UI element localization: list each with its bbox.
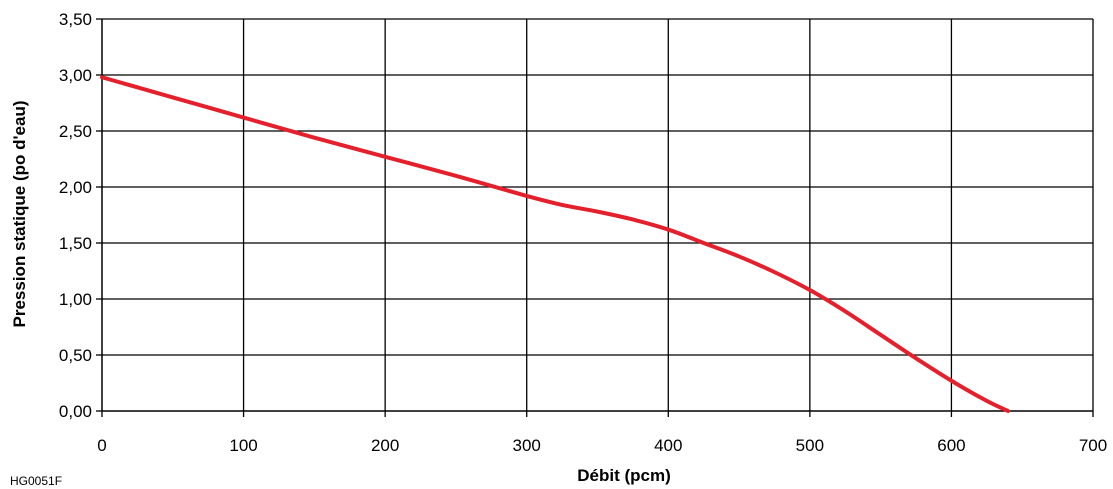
x-tick-label: 400 xyxy=(654,436,682,455)
x-axis-title: Débit (pcm) xyxy=(577,466,671,485)
x-tick-label: 700 xyxy=(1079,436,1107,455)
grid xyxy=(102,18,1094,411)
x-tick-label: 0 xyxy=(97,436,106,455)
y-tick-label: 0,00 xyxy=(59,402,92,421)
x-tick-label: 300 xyxy=(513,436,541,455)
y-tick-label: 0,50 xyxy=(59,346,92,365)
y-tick-labels: 0,00 0,50 1,00 1,50 2,00 2,50 3,00 3,50 xyxy=(59,10,92,421)
x-tick-label: 200 xyxy=(371,436,399,455)
y-tick-label: 1,00 xyxy=(59,290,92,309)
series-layer xyxy=(100,75,1011,413)
y-tick-label: 3,00 xyxy=(59,66,92,85)
x-tick-label: 100 xyxy=(229,436,257,455)
pressure-curve-line xyxy=(100,75,1011,413)
x-tick-label: 500 xyxy=(796,436,824,455)
y-tick-label: 2,50 xyxy=(59,122,92,141)
y-axis-title: Pression statique (po d'eau) xyxy=(10,101,29,328)
x-tick-label: 600 xyxy=(937,436,965,455)
x-tick-labels: 0 100 200 300 400 500 600 700 xyxy=(97,436,1107,455)
y-tick-label: 1,50 xyxy=(59,234,92,253)
y-tick-label: 2,00 xyxy=(59,178,92,197)
axes xyxy=(96,18,1094,417)
figure-code: HG0051F xyxy=(10,474,62,488)
y-tick-label: 3,50 xyxy=(59,10,92,29)
